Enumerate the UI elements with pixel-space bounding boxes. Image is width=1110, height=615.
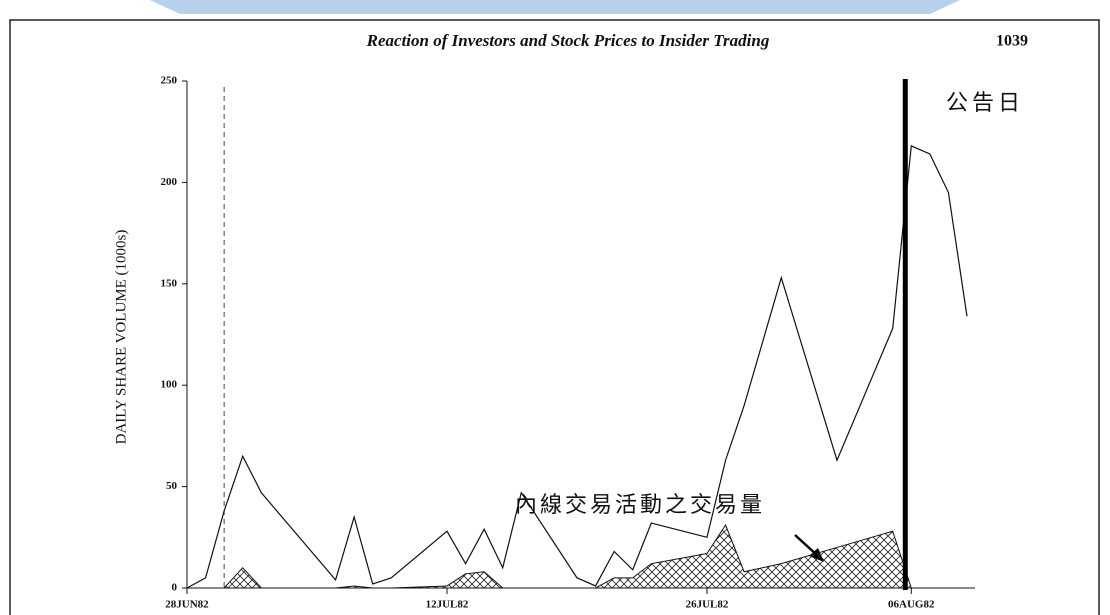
- watermark-band: [150, 0, 960, 14]
- insider-annotation: 內線交易活動之交易量: [515, 493, 765, 518]
- y-tick-label: 0: [172, 582, 178, 594]
- volume-line: [186, 145, 968, 589]
- event-label: 公告日: [946, 91, 1024, 116]
- x-tick-label: 28JUN82: [165, 599, 209, 611]
- frame: [9, 19, 1100, 615]
- y-axis-label: DAILY SHARE VOLUME (1000s): [113, 230, 129, 445]
- x-tick-label: 12JUL82: [426, 599, 469, 611]
- insider-area: [187, 524, 912, 589]
- y-tick-label: 100: [161, 379, 178, 391]
- page-number: 1039: [996, 33, 1028, 50]
- y-tick-label: 150: [161, 277, 178, 289]
- x-tick-label: 26JUL82: [686, 599, 729, 611]
- y-tick-label: 200: [161, 176, 178, 188]
- page-header: Reaction of Investors and Stock Prices t…: [366, 31, 770, 50]
- y-tick-label: 50: [166, 480, 178, 492]
- x-tick-label: 06AUG82: [888, 599, 935, 611]
- y-tick-label: 250: [161, 75, 178, 87]
